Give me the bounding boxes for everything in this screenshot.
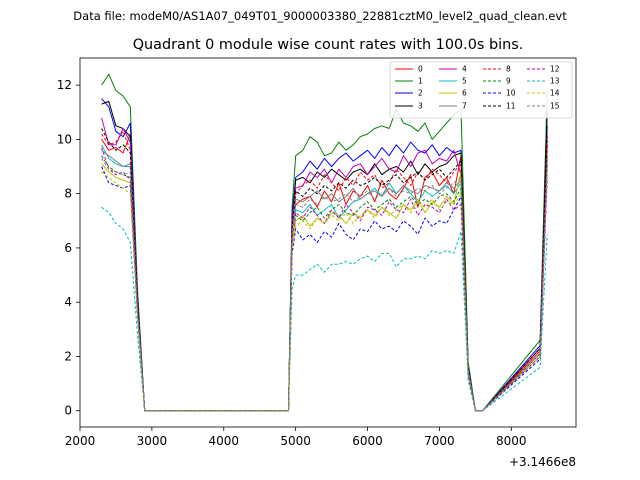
series-line-11	[101, 128, 548, 412]
x-tick-label: 7000	[424, 434, 455, 448]
x-offset-label: +3.1466e8	[509, 455, 576, 469]
legend-label-4: 4	[462, 65, 467, 74]
y-tick-label: 8	[64, 187, 72, 201]
legend-label-13: 13	[550, 77, 560, 86]
legend-label-12: 12	[550, 65, 560, 74]
legend-label-10: 10	[506, 89, 516, 98]
series-line-15	[101, 158, 548, 412]
legend-label-3: 3	[418, 102, 423, 111]
series-line-8	[101, 130, 548, 412]
y-tick-label: 12	[57, 78, 72, 92]
legend-label-5: 5	[462, 77, 467, 86]
y-axis: 0 2 4 6 8 10 12	[57, 78, 80, 418]
legend-label-15: 15	[550, 102, 560, 111]
series-line-13	[101, 206, 548, 412]
y-tick-label: 4	[64, 295, 72, 309]
y-tick-label: 10	[57, 132, 72, 146]
suptitle: Data file: modeM0/AS1A07_049T01_90000033…	[73, 9, 567, 23]
legend-label-8: 8	[506, 65, 511, 74]
legend-label-6: 6	[462, 89, 467, 98]
x-tick-label: 8000	[496, 434, 527, 448]
y-tick-label: 0	[64, 404, 72, 418]
x-tick-label: 5000	[280, 434, 311, 448]
legend-label-14: 14	[550, 89, 560, 98]
x-tick-label: 4000	[208, 434, 239, 448]
series-layer	[101, 73, 548, 412]
series-line-14	[101, 169, 548, 412]
legend-label-2: 2	[418, 89, 423, 98]
legend-label-9: 9	[506, 77, 511, 86]
plot-frame	[79, 57, 577, 428]
chart-title: Quadrant 0 module wise count rates with …	[133, 37, 524, 53]
x-tick-label: 3000	[137, 434, 168, 448]
x-tick-label: 6000	[352, 434, 383, 448]
x-axis: 2000 3000 4000 5000 6000 7000 8000	[65, 427, 527, 448]
legend-box	[389, 61, 573, 119]
y-tick-label: 6	[64, 241, 72, 255]
legend-label-0: 0	[418, 65, 423, 74]
legend-label-11: 11	[506, 102, 516, 111]
y-tick-label: 2	[64, 349, 72, 363]
x-tick-label: 2000	[65, 434, 96, 448]
legend-label-7: 7	[462, 102, 467, 111]
legend-label-1: 1	[418, 77, 423, 86]
